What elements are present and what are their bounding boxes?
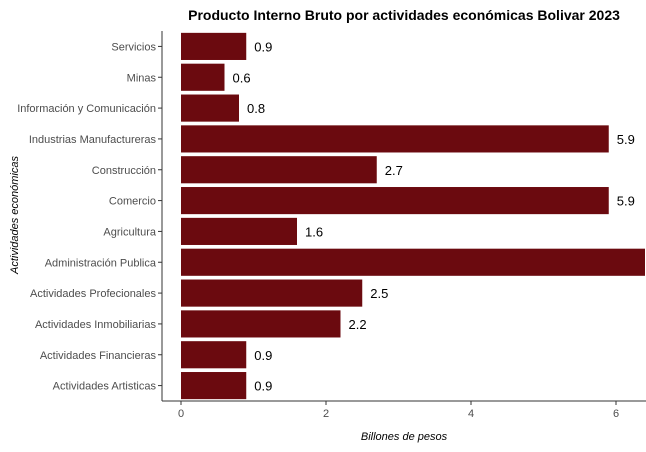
value-label-4: 2.7 [385, 163, 403, 178]
value-label-9: 2.2 [349, 317, 367, 332]
category-label-2: Información y Comunicación [17, 103, 156, 115]
category-label-11: Actividades Artisticas [53, 381, 157, 393]
value-label-3: 5.9 [617, 132, 635, 147]
category-label-1: Minas [127, 72, 157, 84]
bar-6 [181, 217, 297, 245]
x-tick-label-0: 0 [178, 408, 184, 420]
x-tick-label-2: 4 [468, 408, 474, 420]
bar-1 [181, 63, 225, 91]
value-label-10: 0.9 [254, 348, 272, 363]
bar-7 [181, 248, 645, 276]
category-label-10: Actividades Financieras [40, 350, 157, 362]
bar-8 [181, 279, 363, 307]
bar-2 [181, 94, 239, 122]
bar-9 [181, 310, 341, 338]
category-label-0: Servicios [111, 41, 156, 53]
y-axis-title: Actividades económicas [9, 156, 21, 276]
value-label-5: 5.9 [617, 194, 635, 209]
x-tick-label-1: 2 [323, 408, 329, 420]
bar-3 [181, 125, 609, 153]
bar-11 [181, 372, 247, 400]
value-label-6: 1.6 [305, 224, 323, 239]
value-label-11: 0.9 [254, 379, 272, 394]
chart-title: Producto Interno Bruto por actividades e… [188, 7, 620, 23]
bar-5 [181, 187, 609, 215]
category-label-5: Comercio [109, 196, 156, 208]
category-label-6: Agricultura [103, 226, 156, 238]
value-label-2: 0.8 [247, 101, 265, 116]
category-label-3: Industrias Manufactureras [29, 134, 157, 146]
value-label-0: 0.9 [254, 39, 272, 54]
category-label-9: Actividades Inmobiliarias [35, 319, 157, 331]
category-label-7: Administración Publica [45, 257, 157, 269]
x-tick-label-3: 6 [613, 408, 619, 420]
value-label-1: 0.6 [233, 70, 251, 85]
plot-area: Servicios 0.9 Minas 0.6 Información y Comuni… [17, 32, 645, 420]
category-label-8: Actividades Profecionales [30, 288, 156, 300]
bar-0 [181, 32, 247, 60]
category-label-4: Construcción [92, 165, 156, 177]
x-axis-title: Billones de pesos [361, 431, 448, 443]
value-label-8: 2.5 [370, 286, 388, 301]
bar-4 [181, 156, 377, 184]
bar-10 [181, 341, 247, 369]
